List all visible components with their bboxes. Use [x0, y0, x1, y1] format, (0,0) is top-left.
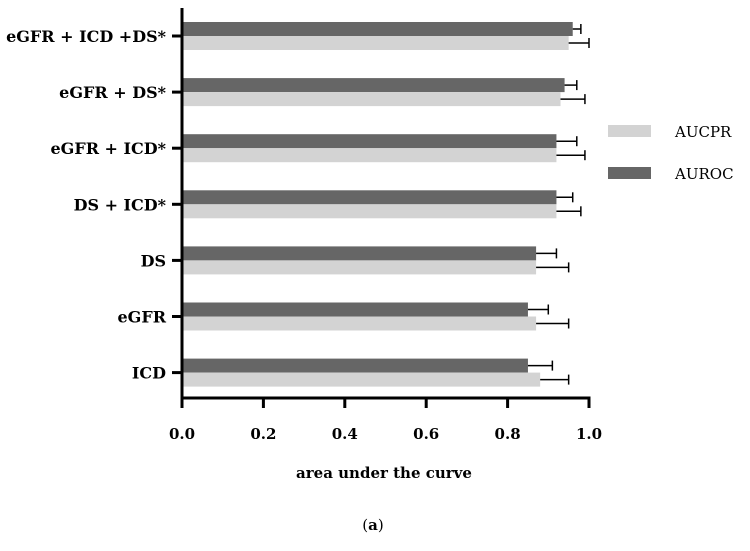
bar-aucpr-6 — [182, 372, 541, 387]
bar-aucpr-5 — [182, 316, 537, 331]
x-tick-label-3: 0.6 — [413, 425, 439, 443]
bar-auroc-2 — [182, 134, 557, 149]
bar-aucpr-1 — [182, 92, 561, 107]
labels-layer: eGFR + ICD +DS* eGFR + DS* eGFR + ICD* DS +… — [6, 27, 602, 443]
caption-letter: a — [368, 516, 378, 534]
error-bar-auroc-1 — [564, 80, 578, 91]
legend-swatch-auroc — [608, 167, 651, 179]
bar-aucpr-0 — [182, 36, 569, 50]
legend: AUCPR AUROC — [608, 123, 734, 183]
error-bar-aucpr-1 — [560, 94, 586, 105]
bar-auroc-5 — [182, 302, 528, 317]
y-tick-label-5: eGFR — [118, 308, 167, 327]
error-bar-auroc-4 — [536, 248, 558, 259]
error-bar-aucpr-4 — [536, 262, 570, 273]
error-bar-aucpr-0 — [568, 38, 590, 48]
legend-swatch-aucpr — [608, 125, 651, 137]
bar-aucpr-3 — [182, 204, 557, 219]
x-axis-title: area under the curve — [296, 464, 472, 482]
x-tick-label-4: 0.8 — [495, 425, 521, 443]
bar-auroc-3 — [182, 190, 557, 205]
axes-layer — [172, 8, 591, 408]
error-bar-auroc-2 — [556, 136, 578, 147]
bar-aucpr-4 — [182, 260, 537, 275]
y-tick-label-6: ICD — [132, 364, 166, 383]
y-tick-label-4: DS — [141, 251, 166, 270]
error-bar-auroc-6 — [527, 360, 554, 371]
caption-close: ) — [378, 516, 384, 534]
x-tick-label-5: 1.0 — [576, 425, 602, 443]
bar-auroc-0 — [182, 22, 573, 36]
error-bar-auroc-5 — [527, 304, 550, 315]
x-tick-label-0: 0.0 — [169, 425, 195, 443]
x-tick-label-2: 0.4 — [332, 425, 358, 443]
legend-label-aucpr: AUCPR — [674, 123, 732, 141]
error-bar-aucpr-3 — [556, 206, 582, 217]
bar-auroc-6 — [182, 358, 528, 373]
bar-aucpr-2 — [182, 148, 557, 163]
figure-caption: (a) — [362, 516, 383, 534]
error-bar-aucpr-2 — [556, 150, 586, 161]
error-bar-auroc-0 — [572, 24, 582, 34]
error-bar-auroc-3 — [556, 192, 574, 203]
bar-auroc-4 — [182, 246, 537, 261]
y-tick-label-2: eGFR + ICD* — [50, 139, 166, 158]
bar-auroc-1 — [182, 78, 565, 93]
error-bar-aucpr-5 — [536, 318, 570, 329]
bars-layer — [182, 22, 590, 387]
y-tick-label-1: eGFR + DS* — [59, 83, 166, 102]
legend-label-auroc: AUROC — [674, 165, 734, 183]
x-tick-label-1: 0.2 — [250, 425, 276, 443]
y-tick-label-0: eGFR + ICD +DS* — [6, 27, 167, 46]
y-tick-label-3: DS + ICD* — [74, 195, 167, 214]
caption-open: ( — [362, 516, 368, 534]
error-bar-aucpr-6 — [540, 374, 570, 385]
